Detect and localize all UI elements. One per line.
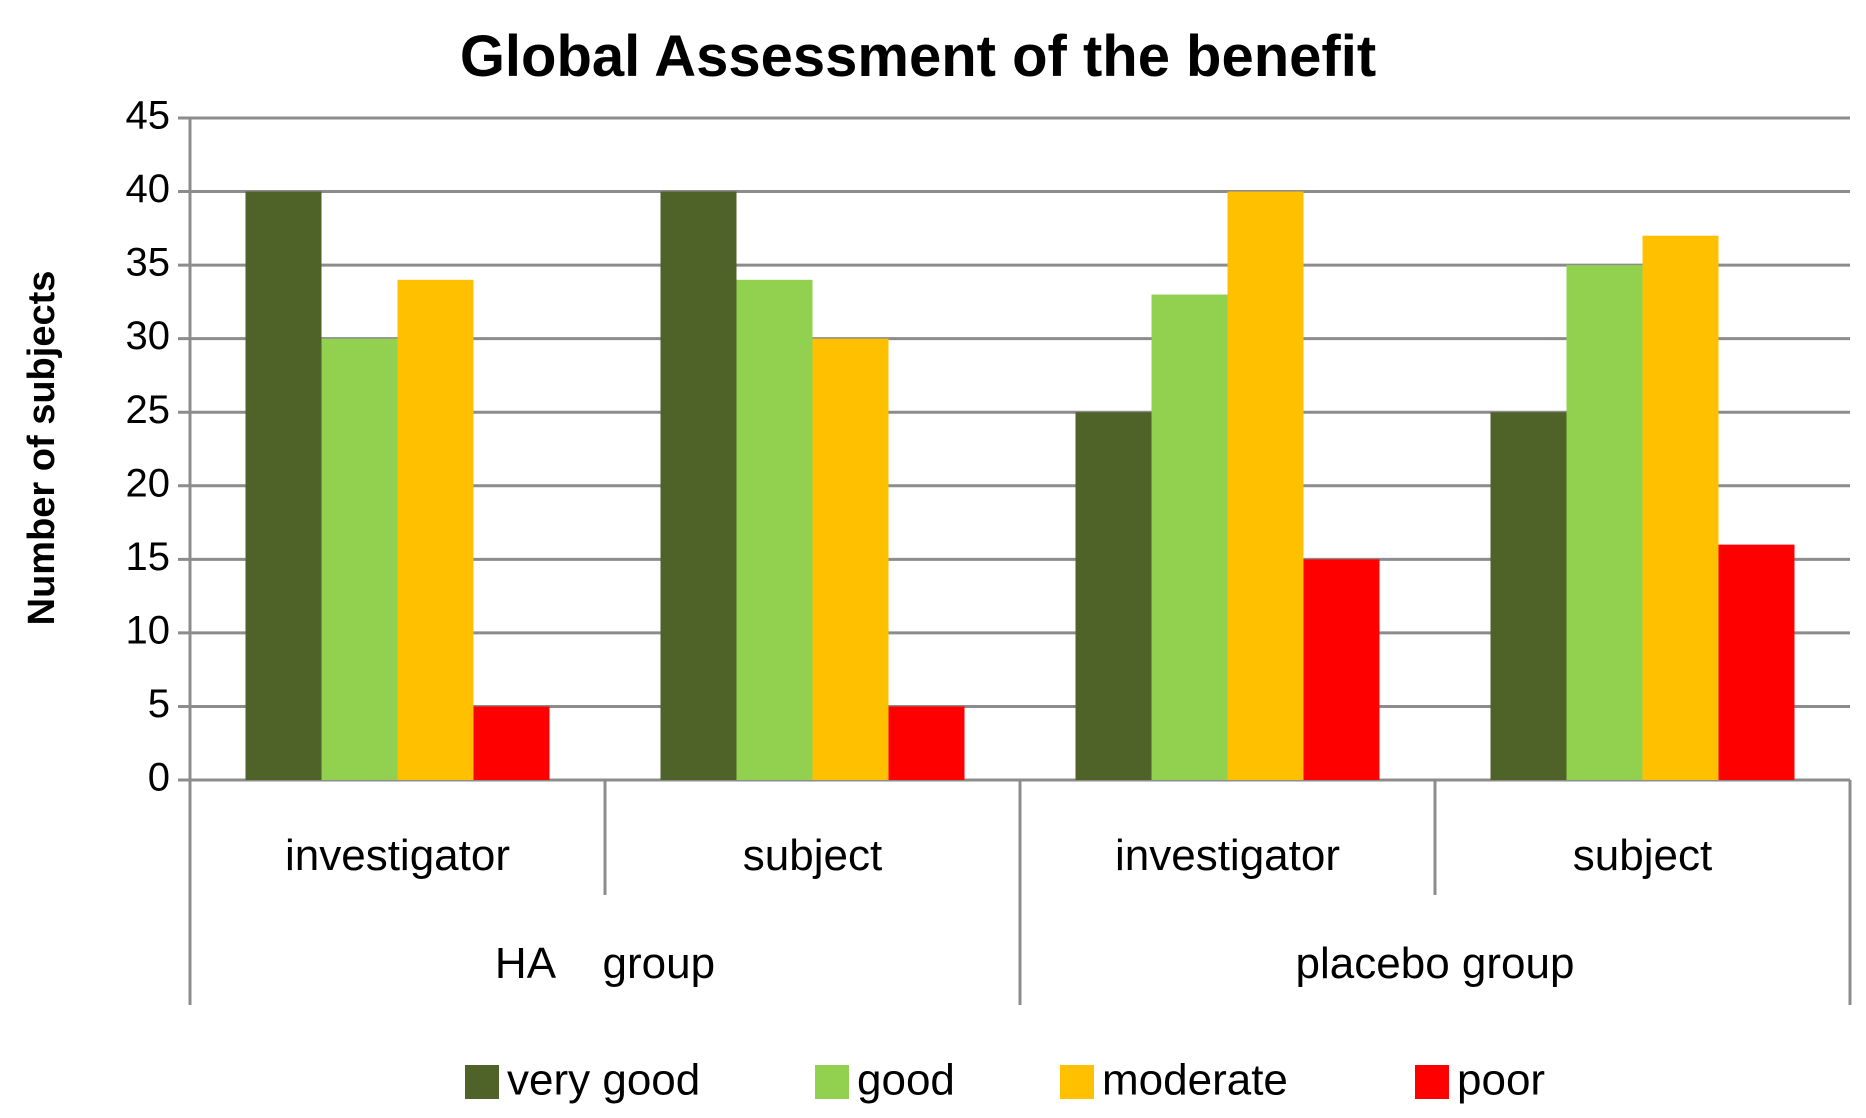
bar-very-good-3 [1490,412,1567,780]
x-group-label: HA group [495,939,715,988]
y-tick-label: 20 [126,461,171,505]
bar-moderate-3 [1642,235,1719,780]
y-tick-label: 10 [126,608,171,652]
y-tick-label: 5 [148,682,170,726]
y-tick-label: 45 [126,94,171,138]
bar-moderate-2 [1227,191,1304,781]
chart-title: Global Assessment of the benefit [460,24,1376,89]
legend: very good good moderate poor [465,1056,1545,1105]
bar-poor-2 [1303,559,1380,780]
bar-good-0 [321,338,398,780]
legend-label-good: good [857,1056,955,1105]
legend-label-moderate: moderate [1102,1056,1288,1105]
x-category-label: investigator [1115,831,1340,880]
y-tick-label: 15 [126,535,171,579]
bar-very-good-0 [245,191,322,781]
y-tick-label: 0 [148,756,170,800]
bar-good-3 [1566,265,1643,781]
legend-label-poor: poor [1457,1056,1545,1105]
bars [245,191,1795,781]
x-category-label: investigator [285,831,510,880]
bar-good-1 [736,279,813,780]
y-axis-label: Number of subjects [21,271,63,626]
legend-swatch-very-good [465,1065,499,1099]
legend-swatch-poor [1415,1065,1449,1099]
y-tick-label: 40 [126,167,171,211]
bar-very-good-1 [660,191,737,781]
y-tick-label: 30 [126,314,171,358]
x-category-label: subject [743,831,882,880]
bar-moderate-0 [397,279,474,780]
legend-swatch-moderate [1060,1065,1094,1099]
bar-very-good-2 [1075,412,1152,780]
bar-poor-1 [888,706,965,780]
x-group-label: placebo group [1296,939,1575,988]
legend-label-very-good: very good [507,1056,700,1105]
bar-good-2 [1151,294,1228,780]
x-category-label: subject [1573,831,1712,880]
axes: 0 5 10 15 20 25 30 35 40 45 investigator subject inv… [126,94,1852,1005]
bar-poor-3 [1718,544,1795,780]
y-tick-label: 35 [126,241,171,285]
bar-poor-0 [473,706,550,780]
y-tick-label: 25 [126,388,171,432]
legend-swatch-good [815,1065,849,1099]
bar-moderate-1 [812,338,889,780]
